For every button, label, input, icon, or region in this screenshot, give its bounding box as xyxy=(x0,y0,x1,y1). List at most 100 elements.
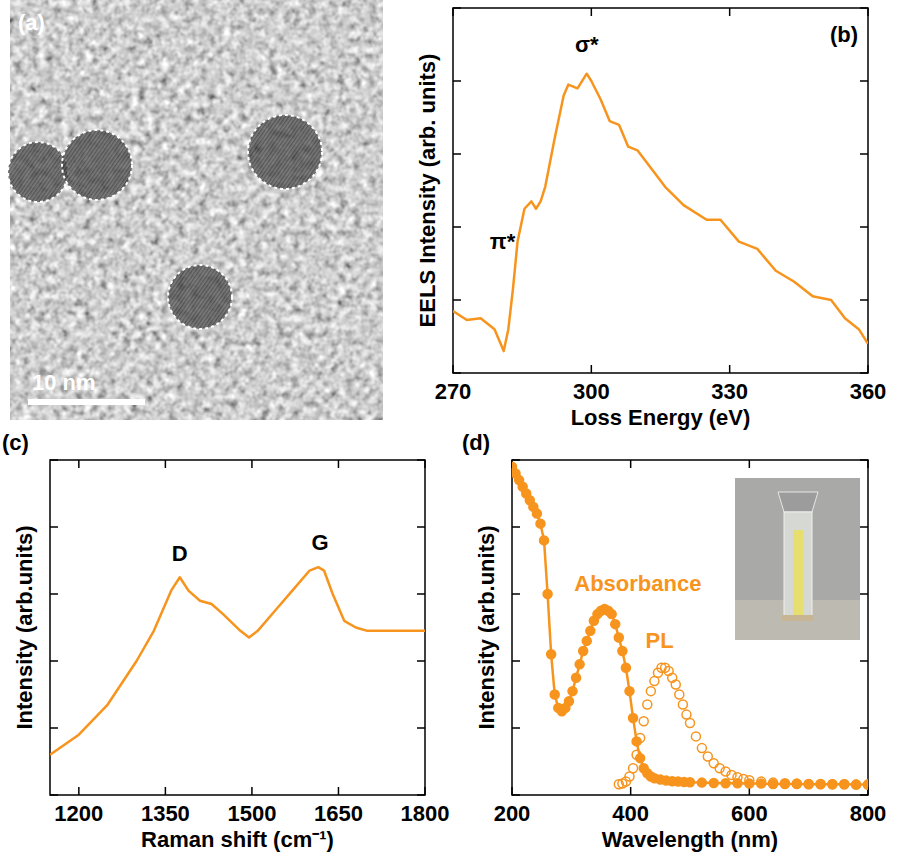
y-tick-right xyxy=(417,727,425,729)
x-axis-title: Wavelength (nm) xyxy=(602,827,778,852)
y-tick-right xyxy=(860,153,868,155)
y-tick xyxy=(453,226,461,228)
marker xyxy=(572,673,581,682)
x-tick-label: 1800 xyxy=(401,801,450,826)
marker xyxy=(745,776,754,785)
y-tick-right xyxy=(417,526,425,528)
marker xyxy=(840,780,849,789)
y-axis-title: EELS Intensity (arb. units) xyxy=(415,54,440,328)
marker xyxy=(540,536,549,545)
figure: 10 nm(a)270300330360Loss Energy (eV)EELS… xyxy=(0,0,899,865)
panel-label: (a) xyxy=(18,10,45,35)
panel-label: (b) xyxy=(830,22,858,47)
x-tick-top xyxy=(251,460,253,468)
x-tick xyxy=(338,787,340,795)
marker xyxy=(543,590,552,599)
annotation: G xyxy=(311,530,328,555)
x-tick-top xyxy=(630,460,632,468)
panel: 12001350150016501800Raman shift (cm⁻¹)In… xyxy=(2,430,449,852)
marker xyxy=(697,778,706,787)
x-axis-title: Loss Energy (eV) xyxy=(571,405,751,430)
data-group xyxy=(453,74,868,351)
y-tick xyxy=(50,660,58,662)
marker xyxy=(568,687,577,696)
y-tick-right xyxy=(417,660,425,662)
y-tick xyxy=(50,727,58,729)
marker xyxy=(840,780,849,789)
marker xyxy=(678,700,687,709)
y-tick-right xyxy=(860,299,868,301)
x-tick xyxy=(729,365,731,373)
series-line xyxy=(453,74,868,351)
data-group xyxy=(512,462,868,789)
plot-frame xyxy=(50,460,425,795)
marker xyxy=(618,646,627,655)
scale-bar-label: 10 nm xyxy=(32,370,96,395)
inset-photo xyxy=(735,478,860,640)
marker xyxy=(536,519,545,528)
x-tick-top xyxy=(78,460,80,468)
inset-bg xyxy=(735,478,860,640)
x-tick xyxy=(78,787,80,795)
marker xyxy=(625,687,634,696)
marker xyxy=(686,718,695,727)
y-tick xyxy=(512,660,520,662)
y-tick xyxy=(453,153,461,155)
marker xyxy=(828,780,837,789)
marker xyxy=(780,779,789,788)
x-tick-label: 800 xyxy=(850,801,887,826)
marker xyxy=(721,779,730,788)
nanoparticle xyxy=(62,130,132,200)
marker xyxy=(614,633,623,642)
x-tick-label: 1650 xyxy=(314,801,363,826)
marker xyxy=(611,620,620,629)
cuvette-cap xyxy=(778,492,818,512)
x-tick-top xyxy=(591,8,593,16)
y-tick-right xyxy=(860,727,868,729)
panel: 200400600800Wavelength (nm)Intensity (ar… xyxy=(462,430,886,852)
annotation: D xyxy=(172,541,188,566)
marker xyxy=(780,779,789,788)
plot-frame xyxy=(512,460,868,795)
x-tick xyxy=(591,365,593,373)
cuvette-base xyxy=(782,615,814,621)
marker xyxy=(532,509,541,518)
y-tick xyxy=(512,727,520,729)
series-line xyxy=(50,567,425,755)
y-tick-right xyxy=(860,593,868,595)
scale-bar xyxy=(28,399,145,405)
x-tick-label: 1500 xyxy=(227,801,276,826)
annotation: Absorbance xyxy=(574,571,701,596)
data-group xyxy=(50,567,425,755)
marker xyxy=(639,717,648,726)
marker xyxy=(632,750,641,759)
marker xyxy=(675,690,684,699)
marker xyxy=(852,780,861,789)
marker xyxy=(792,779,801,788)
x-tick xyxy=(251,787,253,795)
y-tick xyxy=(50,526,58,528)
x-tick-top xyxy=(338,460,340,468)
x-axis-title: Raman shift (cm⁻¹) xyxy=(141,827,334,852)
marker xyxy=(691,732,700,741)
particle-outline xyxy=(248,115,322,189)
panel-label: (c) xyxy=(2,430,29,455)
marker xyxy=(864,780,869,789)
y-tick-right xyxy=(417,593,425,595)
y-tick xyxy=(512,526,520,528)
particle-outline xyxy=(8,142,68,202)
y-axis-title: Intensity (arb.units) xyxy=(474,525,499,729)
marker xyxy=(757,777,766,786)
marker xyxy=(564,697,573,706)
marker xyxy=(629,713,638,722)
marker xyxy=(636,734,645,743)
marker xyxy=(621,663,630,672)
y-tick xyxy=(50,593,58,595)
marker xyxy=(739,774,748,783)
nanoparticle xyxy=(8,142,68,202)
nanoparticle xyxy=(168,265,232,329)
marker xyxy=(646,687,655,696)
marker xyxy=(671,680,680,689)
marker xyxy=(586,626,595,635)
y-tick xyxy=(453,80,461,82)
